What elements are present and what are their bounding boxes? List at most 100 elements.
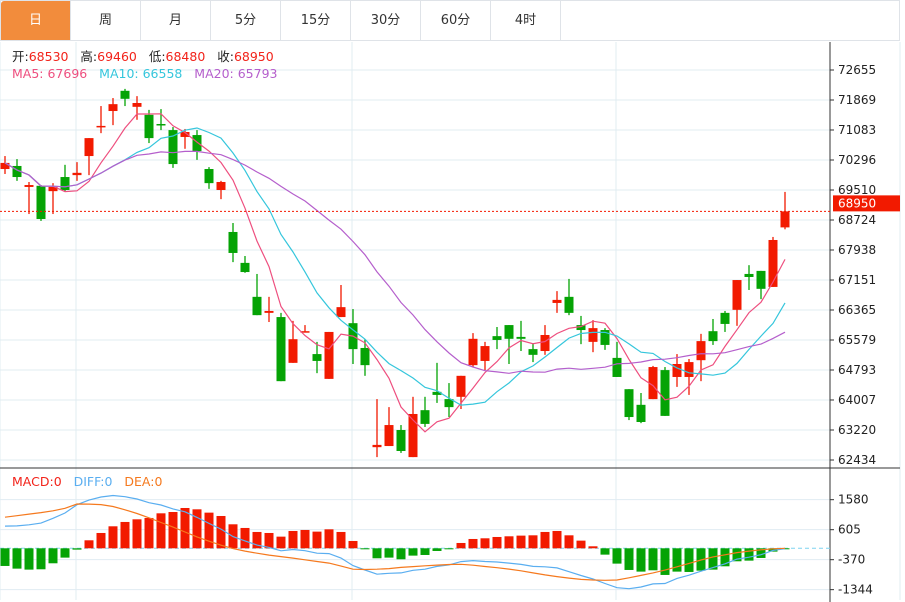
last-price-label: 68950 <box>838 196 876 210</box>
candle <box>744 265 754 290</box>
tab-5min[interactable]: 5分 <box>211 1 281 40</box>
candle <box>360 339 370 376</box>
candle-body <box>252 296 262 316</box>
candle <box>288 320 298 363</box>
macd-bar <box>48 548 58 564</box>
macd-bar <box>684 548 694 572</box>
macd-bar <box>432 548 442 551</box>
macd-bar <box>324 529 334 549</box>
candle <box>132 96 142 120</box>
macd-bar <box>612 548 622 564</box>
candle <box>696 333 706 382</box>
macd-bar <box>672 548 682 572</box>
candle <box>768 236 778 287</box>
candle-body <box>732 280 742 310</box>
tab-week[interactable]: 周 <box>71 1 141 40</box>
macd-bar <box>600 548 610 555</box>
price-tick-label: 71083 <box>838 123 876 137</box>
dea-label: DEA: <box>124 474 155 489</box>
candle-body <box>612 357 622 377</box>
macd-bar <box>240 527 250 549</box>
candle <box>576 315 586 345</box>
tab-day[interactable]: 日 <box>1 1 71 40</box>
tab-30min[interactable]: 30分 <box>351 1 421 40</box>
candle-body <box>696 341 706 361</box>
candle <box>384 407 394 447</box>
price-tick-label: 67938 <box>838 243 876 257</box>
macd-bar <box>108 526 118 549</box>
candle-body <box>288 339 298 363</box>
macd-bar <box>756 548 766 558</box>
candle-body <box>720 312 730 324</box>
candle <box>228 223 238 263</box>
price-tick-label: 71869 <box>838 93 876 107</box>
open-value: 68530 <box>28 49 69 64</box>
candle <box>612 341 622 377</box>
tab-15min[interactable]: 15分 <box>281 1 351 40</box>
macd-bar <box>732 548 742 562</box>
macd-bar <box>192 509 202 549</box>
candle-body <box>12 165 22 178</box>
ohlc-legend: 开:68530 高:69460 低:68480 收:68950 <box>12 49 274 64</box>
price-tick-label: 68724 <box>838 213 876 227</box>
macd-bar <box>492 536 502 549</box>
candle <box>276 312 286 382</box>
candle-body <box>360 347 370 366</box>
candle <box>492 326 502 350</box>
open-label: 开: <box>12 49 29 64</box>
candle-body <box>48 186 58 192</box>
candle-body <box>324 331 334 379</box>
macd-tick-label: -1344 <box>838 583 873 597</box>
candle-body <box>312 354 322 361</box>
candle <box>72 162 82 181</box>
candle <box>468 333 478 368</box>
candle-body <box>684 362 694 377</box>
candle <box>264 296 274 323</box>
ma5-value: 67696 <box>47 66 88 81</box>
candle <box>168 127 178 168</box>
price-tick-label: 69510 <box>838 183 876 197</box>
candle-body <box>384 425 394 447</box>
macd-value: 0 <box>53 474 62 489</box>
ma20-line <box>4 150 786 374</box>
candle <box>540 325 550 355</box>
candle-body <box>120 90 130 99</box>
candle <box>732 280 742 326</box>
macd-bar <box>168 511 178 549</box>
candle-body <box>372 444 382 448</box>
candle-body <box>744 273 754 278</box>
macd-bar <box>552 530 562 549</box>
candle-body <box>156 123 166 126</box>
candle <box>648 365 658 400</box>
ma20-value: 65793 <box>237 66 278 81</box>
macd-legend: MACD:0 DIFF:0 DEA:0 <box>12 474 162 489</box>
macd-bar <box>636 548 646 572</box>
macd-bar <box>540 531 550 549</box>
candle <box>336 285 346 318</box>
macd-bar <box>72 548 82 550</box>
diff-value: 0 <box>104 474 113 489</box>
candle-body <box>24 185 34 187</box>
price-tick-label: 64793 <box>838 363 876 377</box>
macd-bar <box>516 535 526 549</box>
tab-4hour[interactable]: 4时 <box>491 1 561 40</box>
candle <box>420 396 430 427</box>
tab-month[interactable]: 月 <box>141 1 211 40</box>
high-label: 高: <box>80 49 98 64</box>
candle-body <box>444 399 454 408</box>
close-value: 68950 <box>233 49 274 64</box>
candle <box>108 98 118 126</box>
macd-bar <box>588 546 598 549</box>
candle-body <box>756 270 766 289</box>
macd-tick-label: 1580 <box>838 493 869 507</box>
macd-bar <box>252 531 262 549</box>
price-tick-label: 64007 <box>838 393 876 407</box>
tab-60min[interactable]: 60分 <box>421 1 491 40</box>
macd-bar <box>372 548 382 559</box>
period-tabs: 日 周 月 5分 15分 30分 60分 4时 <box>0 0 900 41</box>
candle <box>408 396 418 458</box>
macd-bar <box>456 542 466 549</box>
candle <box>300 325 310 333</box>
candle-body <box>144 114 154 139</box>
